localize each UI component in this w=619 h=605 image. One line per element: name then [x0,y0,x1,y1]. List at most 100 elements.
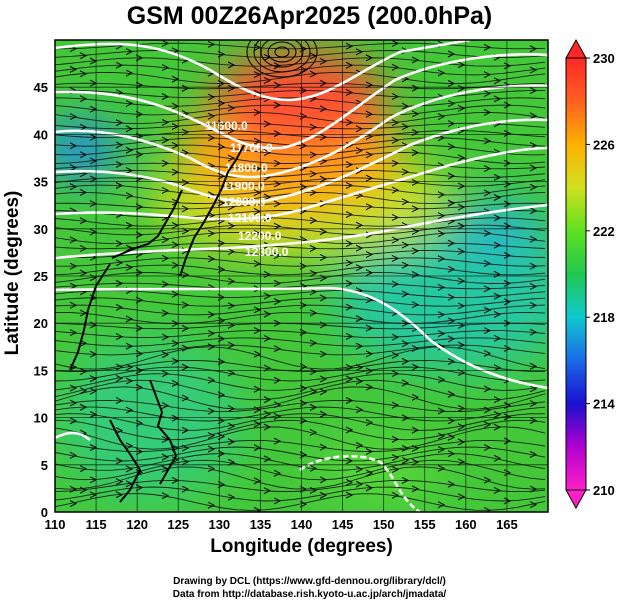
streamline-arrow [217,335,226,343]
streamline-arrow [447,265,456,273]
streamline-arrow [447,80,456,87]
streamline [55,493,546,511]
streamline-arrow [319,105,328,113]
streamline-arrow [125,167,134,175]
streamline-arrow [69,164,78,172]
streamline-arrow [483,306,492,314]
streamline-arrow [345,161,354,169]
streamline [55,413,546,431]
streamline [55,344,546,356]
streamline-arrow [447,358,456,365]
streamline-arrow [227,458,236,466]
streamline-arrow [217,417,226,425]
streamline-arrow [253,165,262,173]
streamline-arrow [411,178,420,186]
streamline-arrow [319,294,328,302]
streamline-arrow [391,491,400,499]
contour-label: 12100.0 [228,211,272,225]
streamline-arrow [227,182,236,190]
streamline-arrow [493,77,502,85]
streamline-arrow [503,180,512,188]
streamline-arrow [217,391,226,399]
streamline-arrow [217,99,226,107]
streamline-arrow [161,254,170,262]
streamline-arrow [125,406,134,414]
streamline-arrow [273,279,282,287]
streamline-arrow [135,110,144,118]
swirl-line [274,46,290,58]
streamline-arrow [437,212,446,220]
y-tick-label: 15 [34,363,48,378]
x-tick-label: 145 [332,517,354,532]
streamline-arrow [365,174,374,182]
y-tick-label: 10 [34,411,48,426]
streamline-arrow [79,245,88,252]
swirl-line [246,40,318,78]
streamline-arrow [355,480,364,488]
streamline-arrow [503,200,512,208]
x-tick-label: 160 [455,517,477,532]
streamline-arrow [227,61,236,69]
streamline-arrow [207,255,216,263]
y-tick-label: 5 [41,458,48,473]
streamline-arrow [355,441,364,449]
streamline-arrow [365,324,374,332]
streamline-arrow [457,182,466,190]
streamline-arrow [181,444,190,452]
streamline-arrow [411,247,420,255]
streamline-arrow [355,264,364,272]
streamline-arrow [483,165,492,172]
streamline-arrow [493,334,502,342]
swirl-line [267,41,297,63]
streamline [55,406,546,422]
streamline-arrow [457,277,466,285]
y-tick-label: 40 [34,127,48,142]
streamline-arrow [273,62,282,70]
streamline-arrow [345,61,354,69]
streamline-arrow [457,493,466,501]
streamline-arrow [309,464,318,472]
streamline-arrow [437,445,446,453]
streamline-arrow [299,399,308,407]
y-tick-label: 30 [34,222,48,237]
streamline-arrow [309,486,318,494]
streamline-arrow [69,262,78,270]
streamline-arrow [299,384,308,392]
streamline [55,297,546,307]
streamline-arrow [69,451,78,459]
streamline-arrow [115,333,124,341]
streamline-arrow [391,466,400,474]
streamline-arrow [69,384,78,392]
streamline [55,170,546,178]
streamline-arrow [181,324,190,332]
streamline-arrow [227,493,236,501]
streamline-arrow [69,113,78,121]
streamline-arrow [345,42,354,50]
streamline-arrow [135,419,144,427]
streamline-arrow [69,183,78,191]
streamline-arrow [227,405,236,413]
streamline-arrow [227,369,236,377]
streamline-arrow [319,491,328,499]
streamline-arrow [503,62,512,70]
streamline-arrow [309,170,318,178]
streamline-arrow [299,183,308,191]
streamline-arrow [263,455,272,463]
streamline-arrow [309,428,318,436]
streamline-arrow [309,387,318,395]
streamline-arrow [365,484,374,492]
streamline-arrow [503,437,512,445]
streamline-arrow [115,457,124,465]
x-tick-label: 140 [291,517,313,532]
streamline-arrow [503,298,512,306]
streamline-arrow [345,240,354,248]
swirl-line [253,40,311,73]
x-tick-label: 115 [86,517,107,532]
streamline [55,250,546,258]
streamline-arrow [125,315,134,323]
streamline-arrow [345,181,354,189]
streamline-arrow [309,368,318,376]
streamline-arrow [161,280,170,288]
streamline-arrow [447,143,456,151]
streamline-arrow [529,164,538,172]
